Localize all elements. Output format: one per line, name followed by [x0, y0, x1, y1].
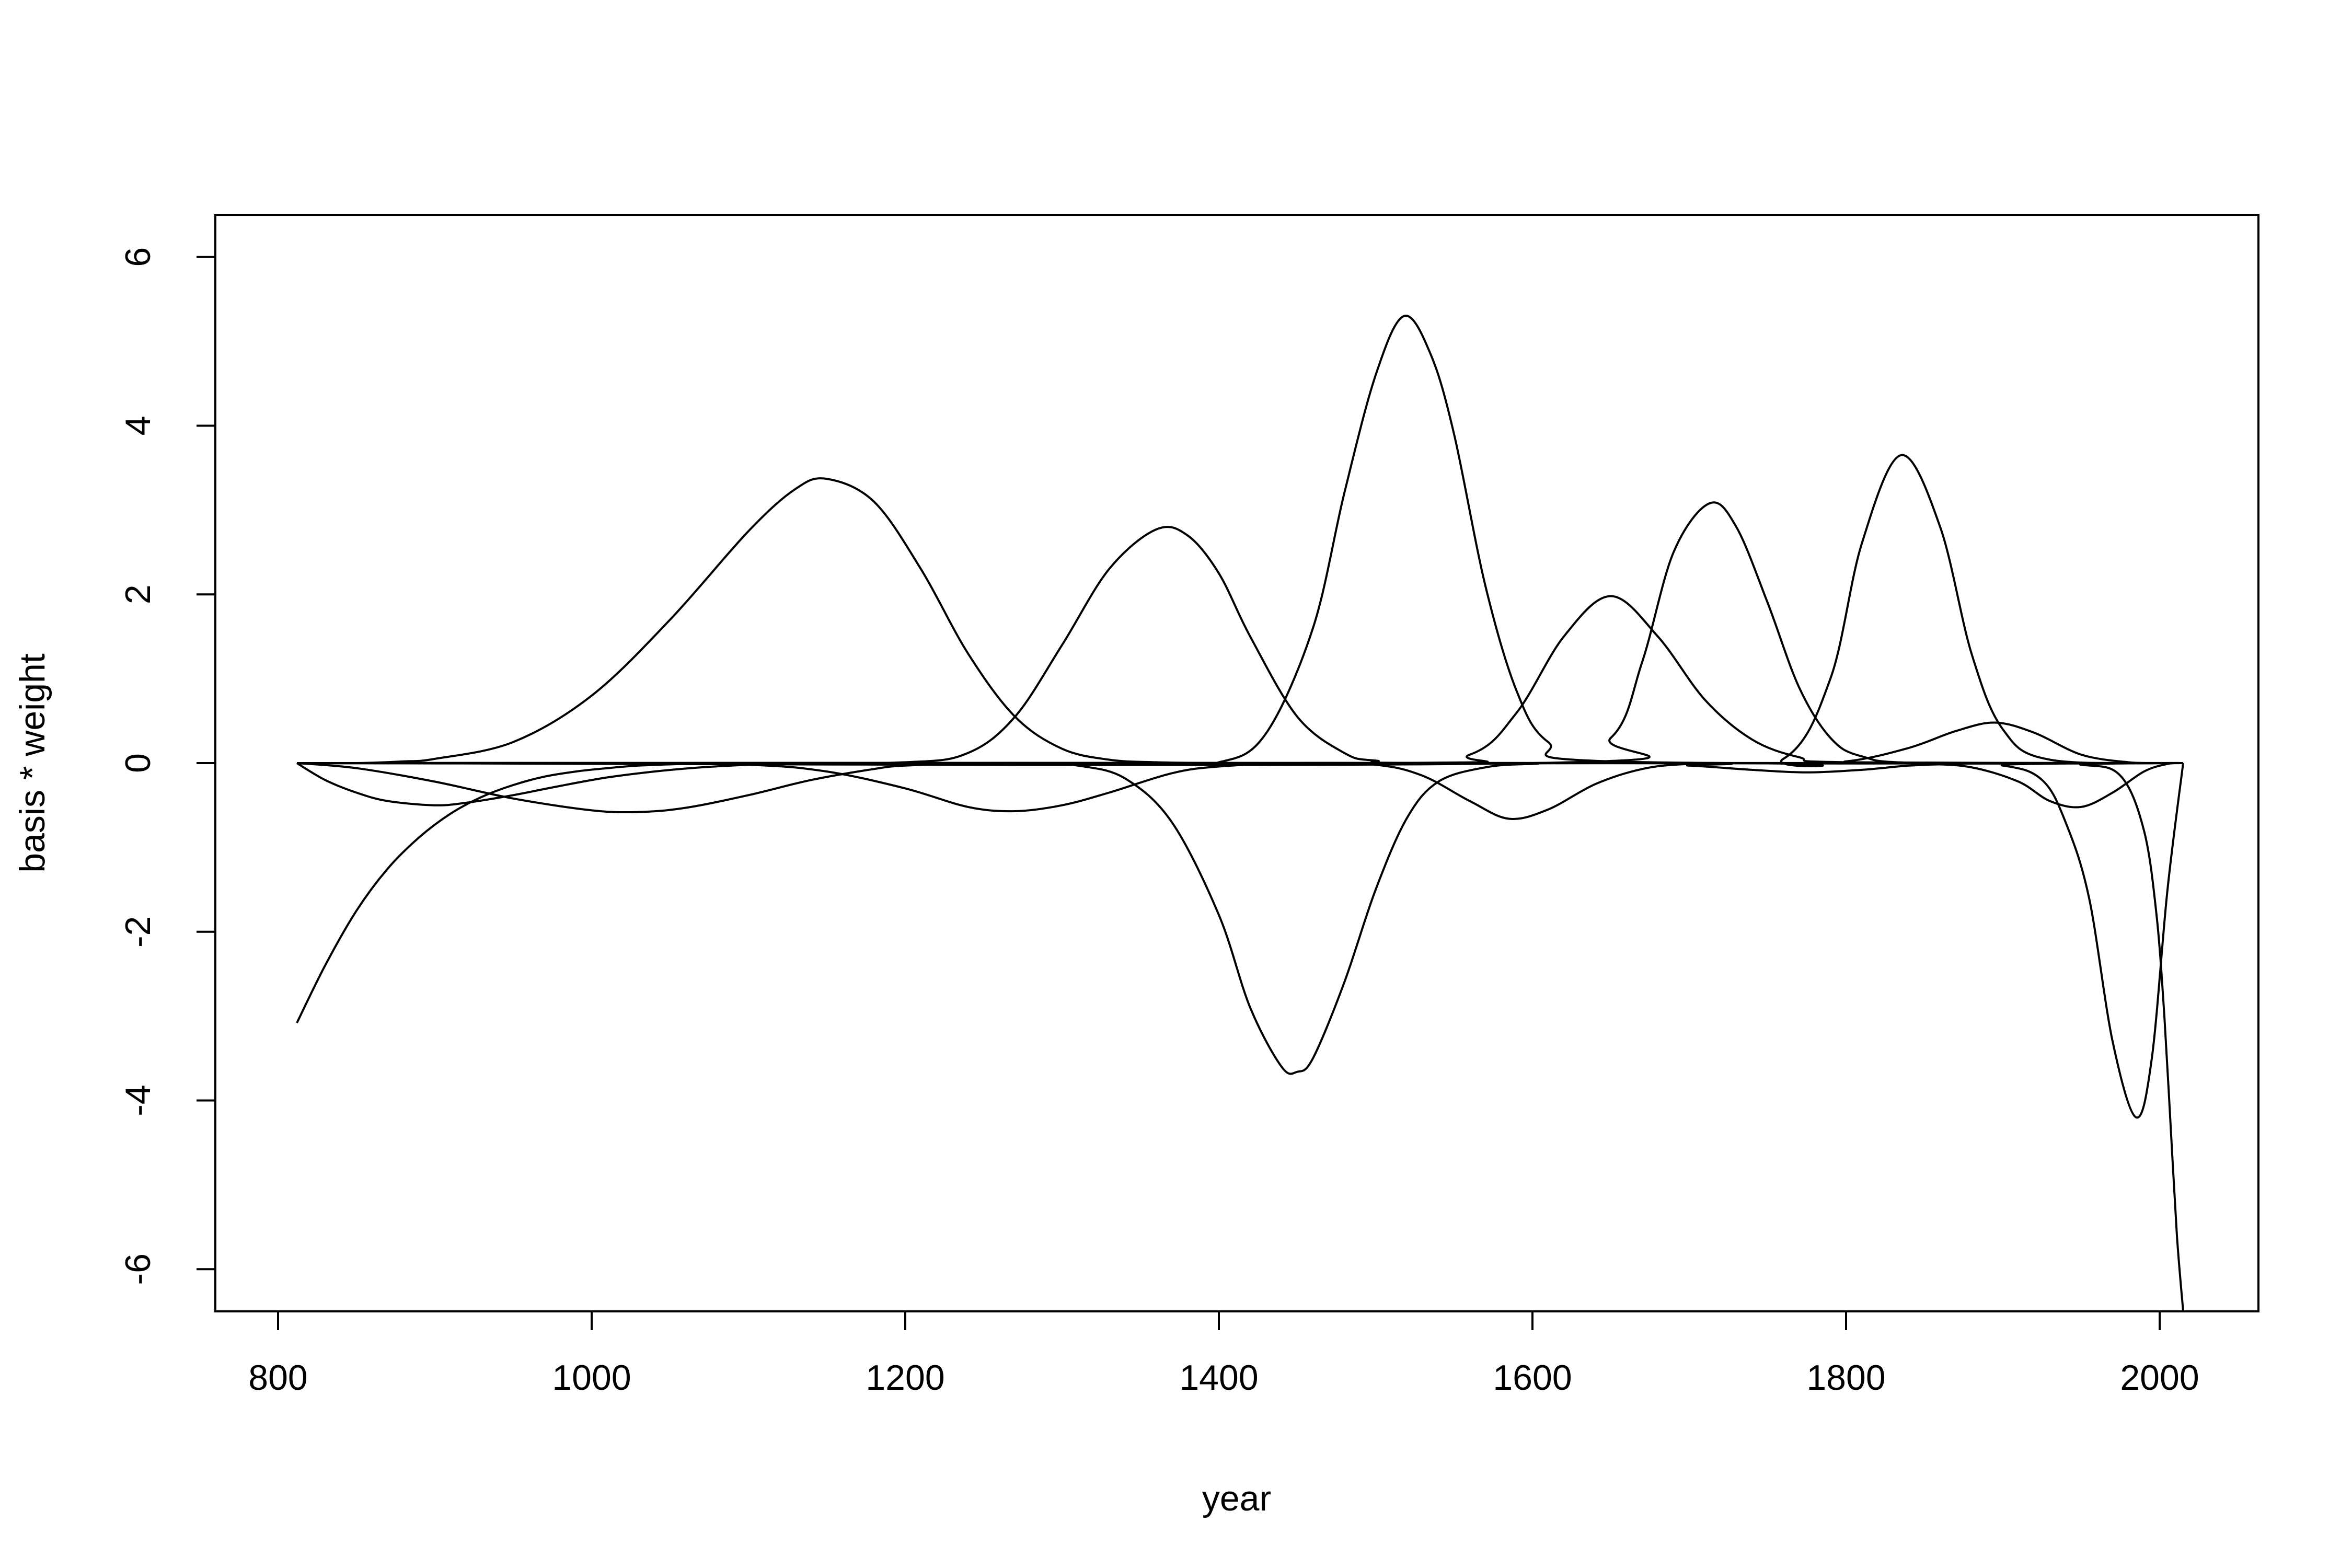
x-tick-label: 1400: [1179, 1358, 1258, 1398]
x-tick-label: 800: [248, 1358, 307, 1398]
x-tick-label: 1800: [1806, 1358, 1885, 1398]
y-tick-label: -2: [118, 916, 158, 948]
y-tick-label: 6: [118, 247, 158, 267]
x-axis-title: year: [1202, 1479, 1271, 1518]
y-tick-label: 4: [118, 416, 158, 436]
x-axis: 800 1000 1200 1400 1600 1800 2000: [248, 1310, 2199, 1398]
x-tick-label: 1200: [866, 1358, 944, 1398]
y-tick-label: 2: [118, 584, 158, 604]
x-tick-label: 1600: [1493, 1358, 1572, 1398]
series-layer: [296, 315, 2184, 1312]
y-tick-label: -4: [118, 1085, 158, 1116]
y-tick-label: -6: [118, 1253, 158, 1285]
series-line-17: [296, 762, 2184, 1312]
y-axis-title: basis * weight: [13, 653, 52, 873]
x-tick-label: 2000: [2120, 1358, 2199, 1398]
y-tick-label: 0: [118, 753, 158, 773]
x-tick-label: 1000: [552, 1358, 631, 1398]
series-line-11: [296, 501, 2184, 766]
y-axis: -6 -4 -2 0 2 4 6: [118, 247, 216, 1285]
